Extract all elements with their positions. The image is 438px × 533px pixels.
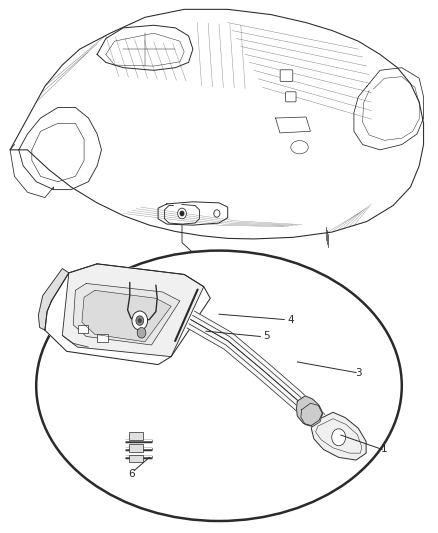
Circle shape (137, 327, 146, 338)
Polygon shape (82, 290, 171, 342)
Polygon shape (301, 403, 322, 426)
Circle shape (138, 319, 141, 322)
Polygon shape (73, 284, 180, 345)
Text: 1: 1 (381, 445, 388, 455)
Circle shape (178, 208, 186, 219)
Bar (129, 444, 143, 451)
FancyBboxPatch shape (286, 92, 296, 102)
Bar (129, 455, 143, 462)
Polygon shape (311, 413, 366, 460)
Polygon shape (45, 264, 210, 365)
Circle shape (214, 210, 220, 217)
Text: 4: 4 (287, 314, 294, 325)
Text: 3: 3 (355, 368, 362, 377)
Text: 5: 5 (264, 332, 270, 342)
Ellipse shape (291, 141, 308, 154)
Circle shape (136, 316, 144, 325)
Circle shape (132, 311, 148, 330)
Circle shape (332, 429, 346, 446)
Ellipse shape (36, 251, 402, 521)
Polygon shape (62, 264, 204, 357)
Polygon shape (39, 269, 69, 330)
Polygon shape (297, 396, 322, 425)
Bar (97, 334, 108, 342)
Circle shape (180, 212, 184, 216)
Text: 6: 6 (129, 470, 135, 479)
Polygon shape (187, 311, 325, 431)
Bar (129, 432, 143, 440)
Bar (78, 325, 88, 333)
FancyBboxPatch shape (280, 70, 293, 82)
